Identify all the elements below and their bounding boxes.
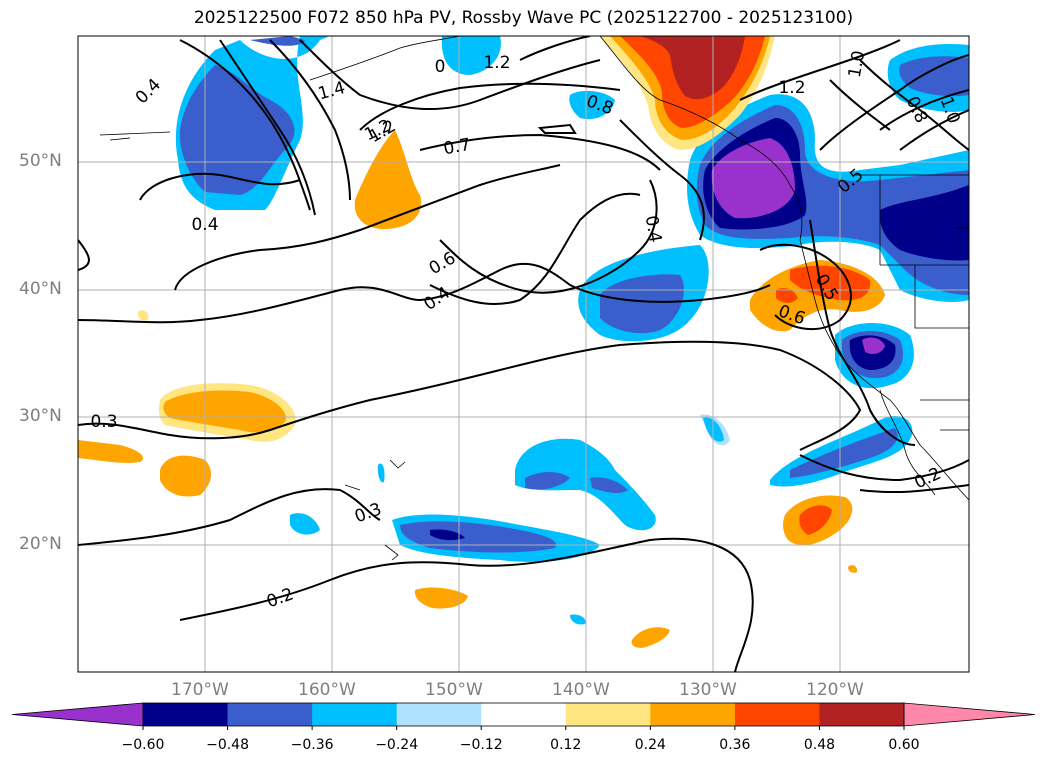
colorbar-tick-label: 0.36 (719, 737, 751, 753)
colorbar-segment (650, 703, 736, 726)
contour-label: 0.7 (442, 135, 472, 159)
colorbar-segment (143, 703, 229, 726)
colorbar-tick-label: −0.24 (375, 737, 419, 753)
contour-label: 1.2 (778, 78, 805, 98)
colorbar-segment (819, 703, 905, 726)
colorbar (11, 702, 1036, 730)
longitude-label: 140°W (552, 680, 610, 700)
latitude-label: 50°N (19, 151, 62, 171)
contour-label: 0.4 (191, 215, 218, 235)
contour-label: 1.2 (483, 53, 510, 73)
latitude-label: 30°N (19, 406, 62, 426)
colorbar-segment (396, 703, 482, 726)
colorbar-segment (565, 703, 651, 726)
colorbar-segment (481, 703, 567, 726)
longitude-label: 120°W (806, 680, 864, 700)
colorbar-segment (312, 703, 398, 726)
colorbar-tick-label: −0.48 (206, 737, 249, 753)
colorbar-tick-label: 0.60 (888, 737, 920, 753)
neg-anomaly-subtropical (515, 438, 656, 531)
longitude-label: 150°W (425, 680, 483, 700)
colorbar-tick-label: 0.12 (550, 737, 582, 753)
contour-label: 0 (435, 57, 446, 77)
map-frame (77, 35, 970, 673)
colorbar-tick-label: 0.24 (634, 737, 666, 753)
colorbar-tick-label: 0.48 (803, 737, 836, 753)
longitude-label: 170°W (171, 680, 229, 700)
latitude-label: 20°N (19, 534, 62, 554)
colorbar-extend-min (11, 702, 144, 727)
latitude-label: 40°N (19, 279, 62, 299)
colorbar-segment (227, 703, 313, 726)
colorbar-tick-label: −0.36 (290, 737, 334, 753)
colorbar-tick-label: −0.12 (459, 737, 503, 753)
pv-contours (78, 36, 969, 672)
colorbar-segment (734, 703, 820, 726)
contour-label: 1.0 (845, 49, 869, 79)
longitude-label: 160°W (298, 680, 356, 700)
colorbar-frame (142, 702, 905, 727)
contour-label: 0.4 (641, 214, 665, 244)
pv-shading (78, 36, 969, 648)
chart-title: 2025122500 F072 850 hPa PV, Rossby Wave … (193, 8, 854, 28)
colorbar-extend-max (903, 702, 1036, 727)
contour-label: 0.3 (90, 412, 117, 432)
longitude-label: 130°W (679, 680, 737, 700)
colorbar-tick-label: −0.60 (121, 737, 165, 753)
